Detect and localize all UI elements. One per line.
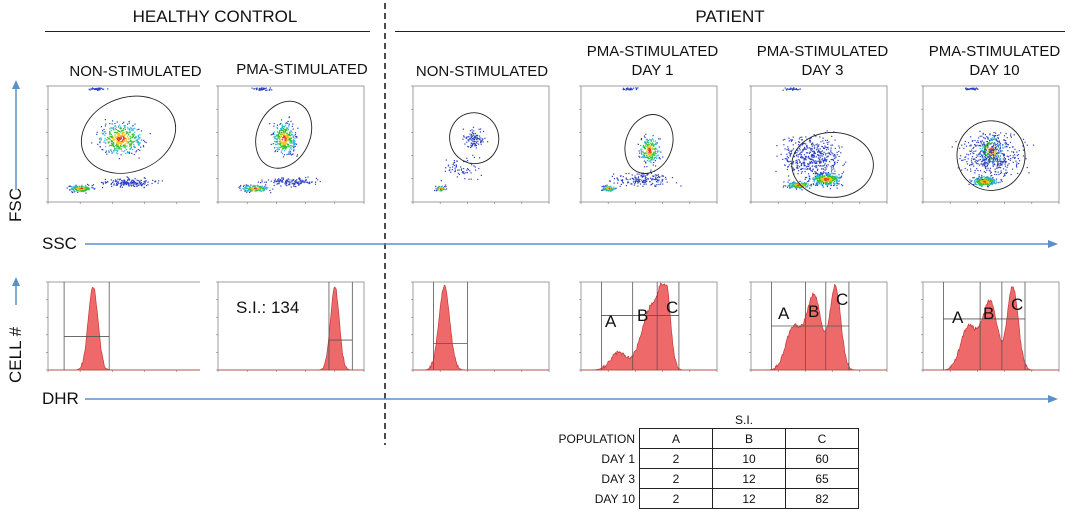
healthy-control-line bbox=[45, 31, 370, 32]
gate-outline bbox=[449, 112, 500, 165]
pop-letter-c-day10: C bbox=[1011, 295, 1024, 314]
scatter-points bbox=[601, 87, 682, 192]
plot-frame bbox=[46, 281, 210, 372]
patient-title: PATIENT bbox=[695, 7, 765, 26]
histogram-hc-pma bbox=[200, 278, 370, 388]
patient-line bbox=[395, 31, 1065, 32]
table-row: DAY 3 2 12 65 bbox=[540, 468, 859, 489]
cell-count-axis-label: CELL # bbox=[6, 326, 25, 383]
table-cell: 2 bbox=[639, 488, 713, 509]
histogram-hc-nonstim bbox=[30, 278, 215, 388]
column-title-hc-nonstim: NON-STIMULATED bbox=[69, 63, 202, 80]
gate-outline bbox=[956, 120, 1026, 191]
si-table-title: S.I. bbox=[735, 413, 754, 427]
histogram-gates bbox=[328, 282, 353, 370]
row-label: DAY 1 bbox=[601, 451, 635, 466]
gate-outline bbox=[255, 100, 313, 169]
table-cell: 10 bbox=[712, 448, 786, 469]
scatter-plot-hc-nonstim bbox=[30, 82, 215, 220]
si-table-col-a: A bbox=[639, 428, 713, 449]
histogram-area bbox=[413, 284, 549, 371]
column-title-patient-day3: PMA-STIMULATED DAY 3 bbox=[756, 43, 889, 79]
table-cell: 60 bbox=[785, 448, 859, 469]
scatter-points bbox=[434, 126, 489, 192]
histogram-patient-day1 bbox=[563, 278, 723, 388]
plot-frame bbox=[411, 85, 550, 204]
healthy-control-title: HEALTHY CONTROL bbox=[132, 7, 298, 26]
pop-letter-a-day3: A bbox=[778, 304, 790, 323]
histogram-patient-day3 bbox=[733, 278, 893, 388]
plot-frame bbox=[579, 85, 718, 204]
histogram-area bbox=[581, 282, 717, 371]
table-cell: 12 bbox=[712, 468, 786, 489]
scatter-plot-patient-day3 bbox=[733, 82, 893, 220]
histogram-gates bbox=[771, 282, 850, 370]
fsc-arrow bbox=[12, 80, 20, 190]
si-table: POPULATION A B C DAY 1 2 10 60 DAY 3 2 1… bbox=[540, 428, 859, 509]
histogram-area bbox=[48, 286, 209, 371]
pop-letter-c-day3: C bbox=[836, 290, 849, 309]
pop-letter-b-day3: B bbox=[808, 302, 820, 321]
histogram-area bbox=[923, 286, 1059, 371]
scatter-plot-hc-pma bbox=[200, 82, 370, 220]
table-cell: 82 bbox=[785, 488, 859, 509]
gate-outline bbox=[80, 95, 177, 174]
histogram-gates bbox=[63, 282, 110, 370]
histogram-area bbox=[751, 283, 887, 371]
group-divider bbox=[384, 3, 386, 445]
cell-count-arrow bbox=[12, 277, 20, 305]
table-cell: 2 bbox=[639, 468, 713, 489]
scatter-plot-patient-day10 bbox=[905, 82, 1065, 220]
histogram-gates bbox=[601, 282, 680, 370]
dhr-axis-label: DHR bbox=[42, 389, 79, 408]
row-label: DAY 3 bbox=[601, 471, 635, 486]
histogram-gates bbox=[433, 282, 468, 370]
ssc-arrow bbox=[85, 240, 1058, 248]
table-row: DAY 10 2 12 82 bbox=[540, 488, 859, 509]
column-title-patient-day1: PMA-STIMULATED DAY 1 bbox=[586, 43, 719, 79]
dhr-arrow bbox=[85, 395, 1058, 403]
fsc-axis-label: FSC bbox=[6, 188, 25, 222]
scatter-points bbox=[66, 87, 163, 194]
table-cell: 12 bbox=[712, 488, 786, 509]
column-title-patient-day10: PMA-STIMULATED DAY 10 bbox=[928, 43, 1061, 79]
table-cell: 2 bbox=[639, 448, 713, 469]
row-label: DAY 10 bbox=[594, 491, 635, 506]
scatter-plot-patient-day1 bbox=[563, 82, 723, 220]
pop-letter-b-day1: B bbox=[637, 306, 649, 325]
plot-frame bbox=[921, 85, 1060, 204]
gate-outline bbox=[624, 114, 674, 174]
table-cell: 65 bbox=[785, 468, 859, 489]
histogram-gates bbox=[943, 282, 1026, 370]
gate-outline bbox=[791, 131, 874, 198]
histogram-patient-day10 bbox=[905, 278, 1065, 388]
histogram-patient-nonstim bbox=[395, 278, 555, 388]
pop-letter-a-day10: A bbox=[952, 308, 964, 327]
pop-letter-b-day10: B bbox=[983, 304, 995, 323]
plot-frame bbox=[749, 85, 888, 204]
hc-si-label: S.I.: 134 bbox=[236, 298, 300, 317]
scatter-points bbox=[775, 87, 847, 191]
si-table-header-row: POPULATION A B C bbox=[540, 428, 859, 449]
column-title-patient-nonstim: NON-STIMULATED bbox=[415, 63, 549, 80]
si-table-header-label: POPULATION bbox=[558, 431, 635, 446]
si-table-col-b: B bbox=[712, 428, 786, 449]
pop-letter-c-day1: C bbox=[666, 298, 679, 317]
si-table-col-c: C bbox=[785, 428, 859, 449]
pop-letter-a-day1: A bbox=[605, 312, 617, 331]
plot-frame bbox=[411, 281, 550, 372]
plot-frame bbox=[216, 85, 365, 204]
column-title-hc-pma: PMA-STIMULATED bbox=[236, 61, 368, 78]
scatter-points bbox=[951, 87, 1035, 188]
table-row: DAY 1 2 10 60 bbox=[540, 448, 859, 469]
ssc-axis-label: SSC bbox=[42, 234, 77, 253]
histogram-area bbox=[218, 286, 364, 371]
scatter-plot-patient-nonstim bbox=[395, 82, 555, 220]
scatter-points bbox=[238, 87, 321, 194]
